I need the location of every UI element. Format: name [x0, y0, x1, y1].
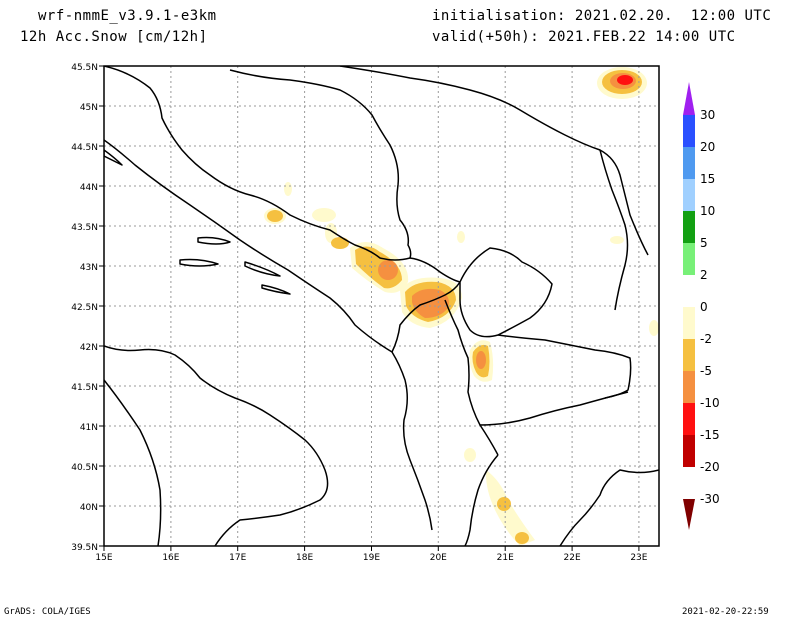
colorbar-segment [683, 371, 695, 403]
colorbar-segment [683, 339, 695, 371]
lat-label: 45N [80, 103, 98, 113]
lat-label: 42N [80, 343, 98, 353]
lat-label: 44.5N [71, 143, 98, 153]
colorbar-bottom-arrow [683, 499, 695, 530]
colorbar-label: 15 [700, 172, 715, 186]
colorbar-label: 0 [700, 300, 708, 314]
coastlines-borders [104, 66, 659, 546]
lon-label: 17E [229, 553, 246, 563]
colorbar-label: -5 [700, 364, 712, 378]
colorbar-label: -20 [700, 460, 720, 474]
lon-label: 15E [95, 553, 112, 563]
lon-label: 20E [430, 553, 447, 563]
lon-label: 22E [564, 553, 581, 563]
field-title: 12h Acc.Snow [cm/12h] [20, 29, 208, 45]
valid-time: valid(+50h): 2021.FEB.22 14:00 UTC [432, 29, 736, 45]
footer-right: 2021-02-20-22:59 [682, 607, 769, 617]
colorbar-label: 5 [700, 236, 708, 250]
lon-label: 23E [630, 553, 647, 563]
colorbar-segment [683, 403, 695, 435]
colorbar-segment [683, 211, 695, 243]
colorbar-label: 2 [700, 268, 708, 282]
colorbar-label: 20 [700, 140, 715, 154]
colorbar-label: -10 [700, 396, 720, 410]
snow-shading [264, 67, 659, 546]
lon-labels: 15E 16E 17E 18E 19E 20E 21E 22E 23E [95, 553, 647, 563]
colorbar-segment [683, 435, 695, 467]
colorbar-segment [683, 179, 695, 211]
colorbar-segment [683, 147, 695, 179]
colorbar-segment [683, 307, 695, 339]
lat-label: 41N [80, 423, 98, 433]
lon-label: 21E [497, 553, 514, 563]
model-title: wrf-nmmE_v3.9.1-e3km [38, 8, 217, 24]
colorbar-label: -30 [700, 492, 720, 506]
lon-label: 16E [162, 553, 179, 563]
lat-label: 43N [80, 263, 98, 273]
colorbar-top-arrow [683, 82, 695, 115]
lat-label: 43.5N [71, 223, 98, 233]
colorbar-label: -15 [700, 428, 720, 442]
lat-label: 44N [80, 183, 98, 193]
lat-labels: 45.5N 45N 44.5N 44N 43.5N 43N 42.5N 42N … [71, 63, 98, 553]
colorbar-label: 30 [700, 108, 715, 122]
lat-label: 39.5N [71, 543, 98, 553]
lat-label: 40.5N [71, 463, 98, 473]
colorbar-segment [683, 275, 695, 307]
colorbar-segment [683, 243, 695, 275]
colorbar-label: -2 [700, 332, 712, 346]
colorbar-segment [683, 115, 695, 147]
colorbar-label: 10 [700, 204, 715, 218]
lat-label: 42.5N [71, 303, 98, 313]
axis-ticks [99, 65, 640, 551]
footer-left: GrADS: COLA/IGES [4, 607, 91, 617]
lon-label: 19E [363, 553, 380, 563]
lat-label: 45.5N [71, 63, 98, 73]
lon-label: 18E [296, 553, 313, 563]
lat-label: 41.5N [71, 383, 98, 393]
lat-label: 40N [80, 503, 98, 513]
map-grid [104, 66, 659, 546]
init-time: initialisation: 2021.02.20. 12:00 UTC [432, 8, 772, 24]
